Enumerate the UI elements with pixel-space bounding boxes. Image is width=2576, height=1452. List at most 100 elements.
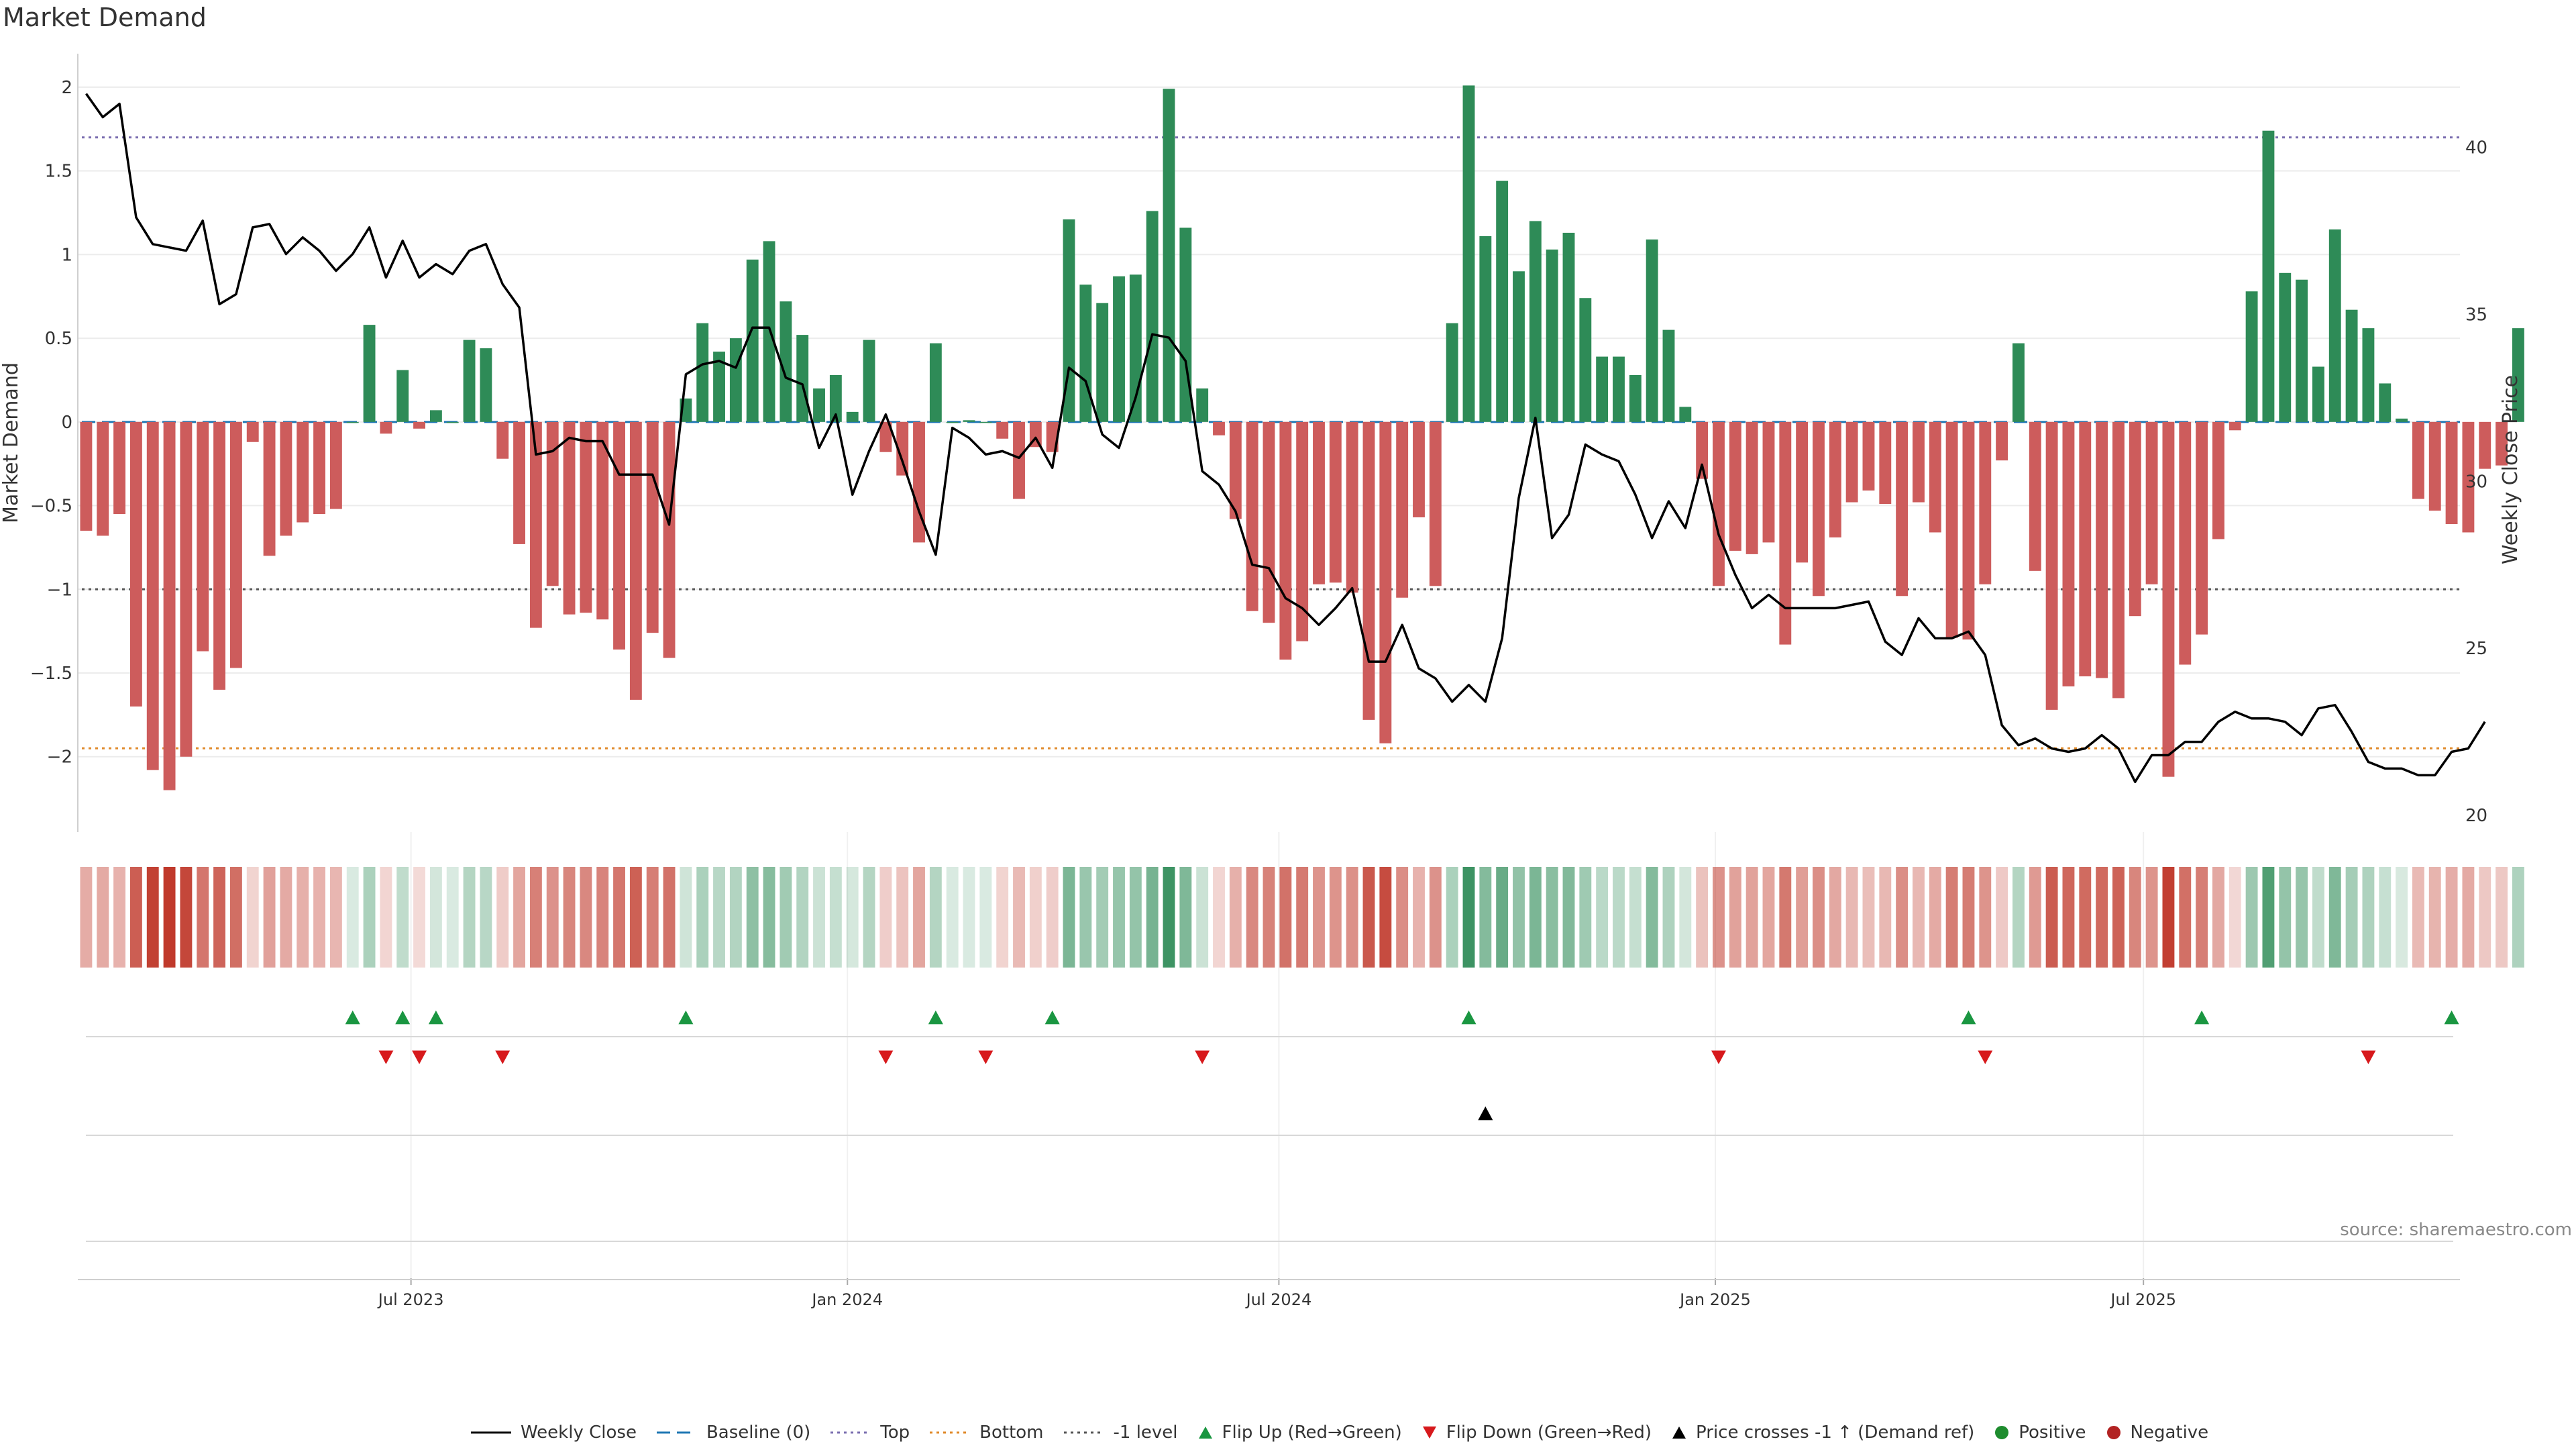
demand-bar — [2462, 421, 2475, 533]
flip-up-marker — [928, 1010, 943, 1025]
demand-bar — [763, 241, 775, 422]
demand-bar — [2428, 421, 2441, 511]
heat-cell — [1713, 867, 1725, 968]
demand-bar — [197, 421, 209, 652]
demand-bar — [696, 323, 709, 422]
demand-bar — [1263, 421, 1275, 623]
demand-bar — [2012, 343, 2025, 422]
heat-cell — [796, 867, 809, 968]
legend-label: Negative — [2130, 1422, 2209, 1443]
heat-cell — [1779, 867, 1792, 968]
heat-cell — [1729, 867, 1741, 968]
demand-bar — [1079, 284, 1092, 422]
legend-swatch-line — [830, 1431, 871, 1434]
demand-bar — [1096, 303, 1109, 422]
demand-bar — [163, 421, 176, 790]
heat-cell — [1379, 867, 1392, 968]
x-tick-label: Jan 2025 — [1678, 1290, 1751, 1309]
demand-bar — [2412, 421, 2424, 499]
heat-cell — [229, 867, 242, 968]
demand-bar — [2312, 366, 2324, 422]
legend-label: Flip Down (Green→Red) — [1446, 1422, 1652, 1443]
axes: 2 1.5 1 0.5 0 −0.5 −1 −1.5 −2 40 35 30 25 20 Jul 2023 J… — [0, 54, 2522, 1309]
heat-cell — [297, 867, 309, 968]
legend-label: Top — [880, 1422, 910, 1443]
heat-cell — [879, 867, 892, 968]
flip-down-marker — [1711, 1050, 1726, 1064]
demand-bar — [263, 421, 276, 556]
demand-bar — [1013, 421, 1025, 499]
demand-bar — [546, 421, 559, 586]
heat-cell — [2062, 867, 2075, 968]
demand-bar — [313, 421, 326, 515]
heat-cell — [463, 867, 476, 968]
heat-cell — [1129, 867, 1142, 968]
heat-cell — [2296, 867, 2308, 968]
demand-bar — [280, 421, 292, 536]
heat-cell — [2445, 867, 2458, 968]
x-tick-label: Jan 2024 — [810, 1290, 883, 1309]
x-tick-label: Jul 2024 — [1245, 1290, 1312, 1309]
flip-up-marker — [345, 1010, 360, 1025]
demand-bar — [746, 259, 759, 422]
demand-bar — [1813, 421, 1825, 597]
heat-cell — [363, 867, 376, 968]
source-note: source: sharemaestro.com — [2340, 1220, 2572, 1240]
signal-markers — [345, 1010, 2459, 1121]
y-axis-title: Market Demand — [0, 362, 23, 523]
y2-tick-label: 30 — [2465, 472, 2487, 492]
demand-bar — [829, 374, 842, 422]
heat-cell — [2479, 867, 2491, 968]
demand-bar — [2345, 309, 2358, 422]
flip-up-marker — [428, 1010, 443, 1025]
demand-bar — [2062, 421, 2075, 686]
demand-bar — [2479, 421, 2491, 469]
heat-cell — [113, 867, 126, 968]
weekly-close-line — [85, 93, 2486, 784]
heat-cell — [1446, 867, 1458, 968]
demand-bar — [646, 421, 659, 633]
y2-tick-label: 25 — [2465, 639, 2487, 659]
flip-down-marker — [978, 1050, 994, 1064]
heat-cell — [1629, 867, 1642, 968]
demand-bar — [1646, 239, 1658, 422]
demand-bar — [463, 340, 476, 422]
heat-cell — [1462, 867, 1475, 968]
legend-label: -1 level — [1113, 1422, 1178, 1443]
heat-cell — [696, 867, 709, 968]
demand-bar — [113, 421, 126, 515]
y2-axis-title: Weekly Close Price — [2499, 375, 2522, 564]
heat-cell — [1246, 867, 1258, 968]
heat-cell — [663, 867, 676, 968]
demand-bar — [396, 370, 409, 422]
demand-bar — [1529, 221, 1542, 422]
heat-cell — [1046, 867, 1059, 968]
demand-bar — [1196, 388, 1209, 422]
legend-triangle-up — [1672, 1427, 1686, 1439]
demand-bar — [1596, 356, 1609, 422]
heat-cell — [346, 867, 359, 968]
heat-cell — [1096, 867, 1109, 968]
heat-cell — [1163, 867, 1175, 968]
heat-cell — [280, 867, 292, 968]
demand-bar — [413, 421, 425, 429]
demand-bar — [1796, 421, 1809, 563]
heat-cell — [197, 867, 209, 968]
heat-cell — [2212, 867, 2224, 968]
y-tick-label: −2 — [47, 747, 72, 768]
heat-cell — [1413, 867, 1425, 968]
heat-cell — [2129, 867, 2141, 968]
heat-cell — [829, 867, 842, 968]
y-tick-label: −1.5 — [30, 664, 72, 684]
demand-bar — [1629, 374, 1642, 422]
demand-bar — [97, 421, 109, 536]
flip-up-marker — [2194, 1010, 2210, 1025]
heat-cell — [329, 867, 342, 968]
heat-cell — [529, 867, 542, 968]
heat-cell — [246, 867, 259, 968]
heat-cell — [2045, 867, 2058, 968]
heat-cell — [946, 867, 959, 968]
heat-cell — [1862, 867, 1875, 968]
demand-bar — [2029, 421, 2041, 571]
